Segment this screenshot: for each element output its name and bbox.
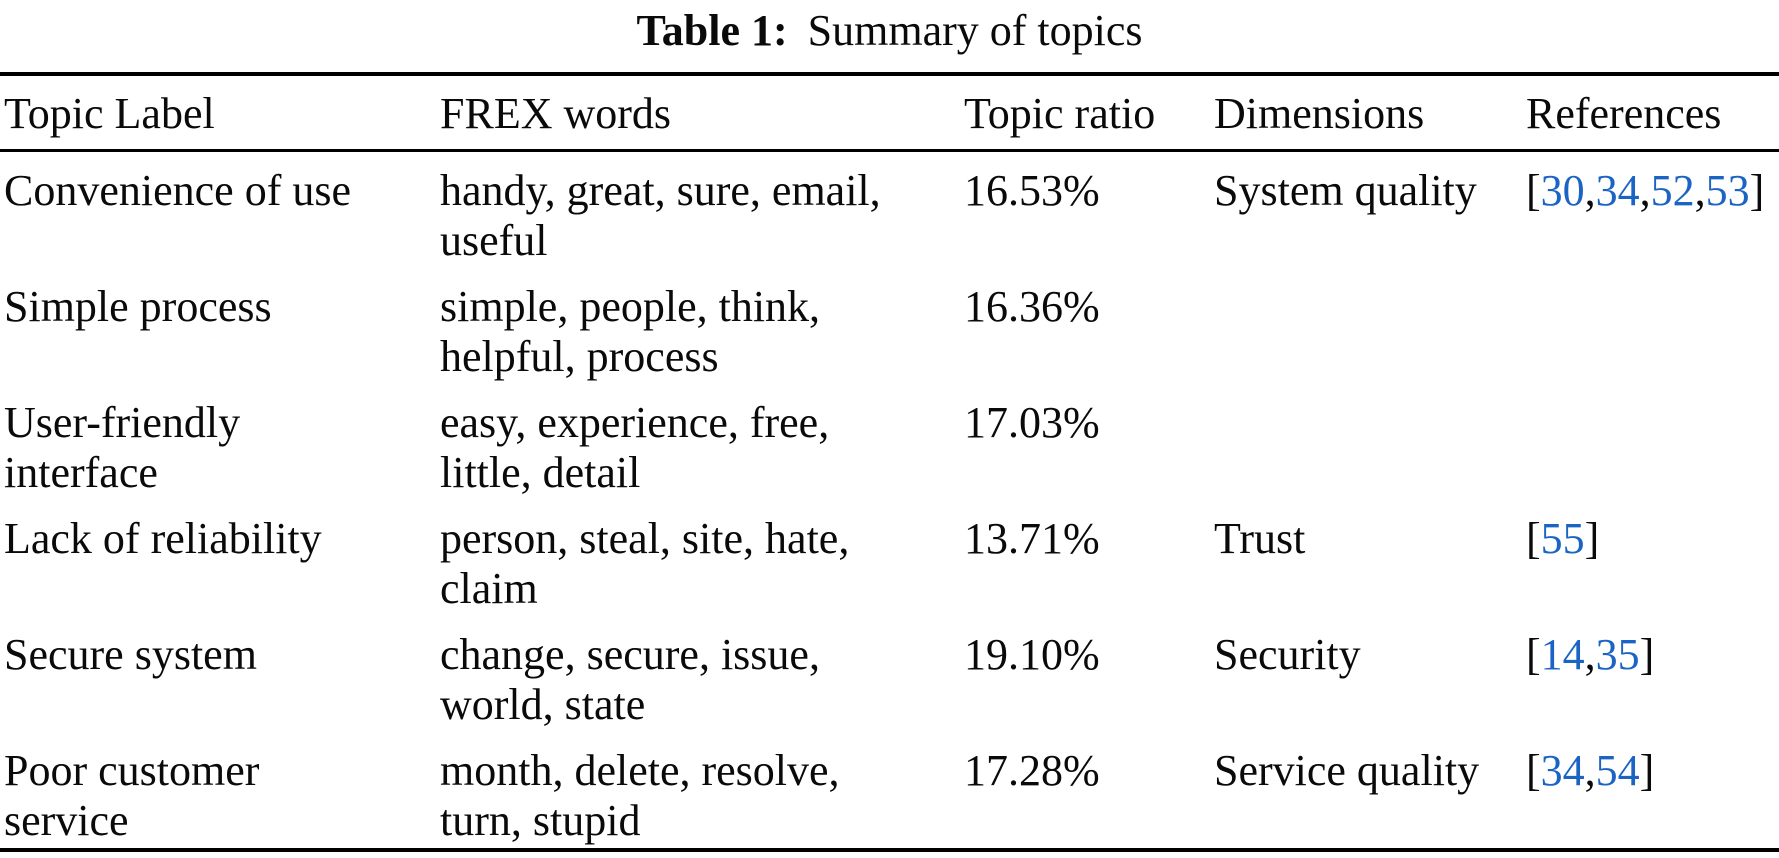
dimensions-cell (1214, 268, 1526, 384)
frex-words-cell: easy, experience, free, little, detail (440, 398, 830, 497)
citation-separator: , (1584, 746, 1596, 795)
column-header-topic-label: Topic Label (0, 74, 440, 152)
citation-bracket: [ (1526, 746, 1541, 795)
frex-words-cell: person, steal, site, hate, claim (440, 514, 850, 613)
citation-separator: , (1694, 166, 1706, 215)
topic-label-cell: Convenience of use (4, 166, 351, 215)
topic-label-cell: Secure system (4, 630, 257, 679)
citation-bracket: ] (1749, 166, 1765, 215)
table-header-row: Topic Label FREX words Topic ratio Dimen… (0, 74, 1779, 152)
frex-words-cell: month, delete, resolve, turn, stupid (440, 746, 840, 845)
citation-link[interactable]: 14 (1540, 630, 1585, 679)
table-body: Convenience of use handy, great, sure, em… (0, 151, 1779, 851)
topic-ratio-cell: 16.53% (964, 166, 1100, 215)
citation-bracket: ] (1584, 514, 1600, 563)
citation-link[interactable]: 55 (1540, 514, 1585, 563)
frex-words-cell: simple, people, think, helpful, process (440, 282, 821, 381)
citation-separator: , (1584, 166, 1596, 215)
topic-ratio-cell: 17.28% (964, 746, 1100, 795)
dimensions-cell: System quality (1214, 166, 1477, 215)
topic-ratio-cell: 17.03% (964, 398, 1100, 447)
topic-ratio-cell: 16.36% (964, 282, 1100, 331)
dimensions-cell: Security (1214, 630, 1361, 679)
table-caption-text: Summary of topics (807, 6, 1143, 55)
topic-label-cell: Simple process (4, 282, 272, 331)
summary-of-topics-table: Topic Label FREX words Topic ratio Dimen… (0, 72, 1779, 852)
citation-link[interactable]: 34 (1595, 166, 1640, 215)
citation-bracket: [ (1526, 514, 1541, 563)
citation-link[interactable]: 34 (1540, 746, 1585, 795)
citation-separator: , (1584, 630, 1596, 679)
dimensions-cell: Service quality (1214, 746, 1480, 795)
citation-separator: , (1639, 166, 1651, 215)
references-cell: [34,54] (1526, 732, 1779, 850)
table-row: Simple process simple, people, think, help… (0, 268, 1779, 384)
topic-ratio-cell: 19.10% (964, 630, 1100, 679)
dimensions-cell: Trust (1214, 514, 1306, 563)
citation-bracket: [ (1526, 630, 1541, 679)
references-cell (1526, 268, 1779, 384)
references-cell: [55] (1526, 500, 1779, 616)
column-header-frex-words: FREX words (440, 74, 964, 152)
table-row: Secure system change, secure, issue, world… (0, 616, 1779, 732)
topic-label-cell: Poor customer service (4, 746, 260, 845)
citation-link[interactable]: 53 (1705, 166, 1750, 215)
references-cell: [14,35] (1526, 616, 1779, 732)
table-row: Poor customer service month, delete, resol… (0, 732, 1779, 850)
frex-words-cell: change, secure, issue, world, state (440, 630, 820, 729)
citation-bracket: [ (1526, 166, 1541, 215)
citation-link[interactable]: 52 (1650, 166, 1695, 215)
citation-link[interactable]: 35 (1595, 630, 1640, 679)
frex-words-cell: handy, great, sure, email, useful (440, 166, 881, 265)
dimensions-cell (1214, 384, 1526, 500)
table-caption: Table 1: Summary of topics (0, 0, 1779, 56)
topic-label-cell: User-friendly interface (4, 398, 241, 497)
column-header-dimensions: Dimensions (1214, 74, 1526, 152)
column-header-topic-ratio: Topic ratio (964, 74, 1214, 152)
table-row: Lack of reliability person, steal, site, … (0, 500, 1779, 616)
citation-link[interactable]: 54 (1595, 746, 1640, 795)
references-cell: [30,34,52,53] (1526, 151, 1779, 269)
citation-link[interactable]: 30 (1540, 166, 1585, 215)
table-row: User-friendly interface easy, experience, … (0, 384, 1779, 500)
table-row: Convenience of use handy, great, sure, em… (0, 151, 1779, 269)
topic-label-cell: Lack of reliability (4, 514, 322, 563)
citation-bracket: ] (1639, 630, 1655, 679)
table-caption-label: Table 1: (636, 6, 788, 55)
topic-ratio-cell: 13.71% (964, 514, 1100, 563)
citation-bracket: ] (1639, 746, 1655, 795)
column-header-references: References (1526, 74, 1779, 152)
references-cell (1526, 384, 1779, 500)
